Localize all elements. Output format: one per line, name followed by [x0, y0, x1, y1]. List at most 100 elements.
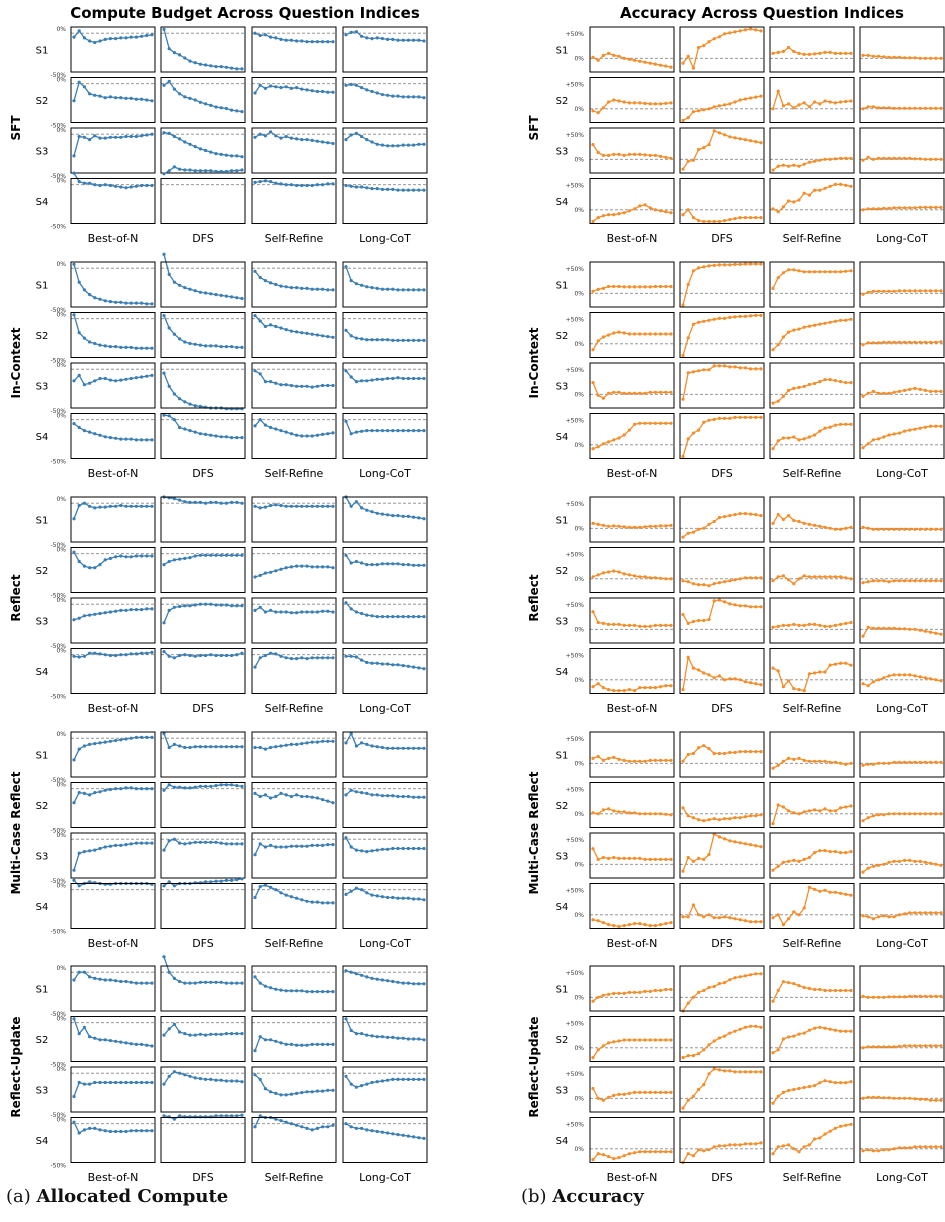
- data-point: [702, 420, 706, 424]
- data-point: [224, 653, 228, 658]
- ytick-label: +50%: [566, 132, 585, 139]
- data-point: [897, 55, 902, 59]
- subplot-frame: [160, 178, 246, 224]
- data-point: [422, 429, 426, 433]
- data-point: [289, 895, 293, 899]
- data-point: [887, 580, 891, 584]
- data-point: [723, 219, 727, 223]
- data-point: [818, 809, 822, 813]
- data-point: [224, 345, 228, 349]
- data-point: [691, 370, 696, 374]
- data-point: [877, 54, 881, 58]
- data-point: [892, 289, 896, 293]
- data-point: [224, 878, 228, 883]
- data-point: [771, 286, 775, 290]
- data-point: [892, 1096, 896, 1100]
- data-point: [664, 684, 668, 688]
- data-point: [77, 80, 81, 84]
- data-point: [776, 513, 780, 517]
- data-point: [818, 987, 822, 992]
- data-point: [781, 805, 786, 809]
- data-point: [776, 669, 780, 673]
- data-point: [214, 980, 218, 984]
- data-point: [214, 105, 218, 109]
- data-point: [929, 106, 933, 110]
- data-point: [591, 756, 595, 761]
- data-point: [607, 1095, 611, 1099]
- data-point: [140, 651, 144, 655]
- data-point: [669, 523, 673, 528]
- data-point: [326, 432, 330, 436]
- series-line-reflect-update-s4-dfs: [682, 1142, 762, 1163]
- data-point: [633, 1038, 637, 1042]
- data-point: [124, 1080, 128, 1085]
- ytick-label: 0%: [574, 626, 584, 633]
- data-point: [882, 914, 886, 918]
- data-point: [596, 216, 600, 220]
- data-point: [198, 653, 202, 658]
- data-point: [140, 301, 144, 305]
- data-point: [129, 1042, 133, 1046]
- series-line-reflect-update-s2-dfs: [682, 1025, 762, 1059]
- data-point: [617, 1039, 621, 1043]
- data-point: [386, 895, 390, 900]
- data-point: [300, 138, 304, 142]
- data-point: [653, 857, 658, 862]
- data-point: [733, 415, 737, 419]
- data-point: [839, 270, 843, 274]
- data-point: [622, 525, 626, 529]
- data-point: [219, 745, 223, 749]
- data-point: [733, 603, 737, 607]
- data-point: [167, 79, 171, 83]
- data-point: [908, 289, 912, 293]
- data-point: [913, 760, 917, 764]
- data-point: [344, 265, 348, 269]
- data-point: [861, 446, 865, 450]
- series-line-reflect-s2-self-refine: [772, 575, 852, 585]
- data-point: [401, 429, 405, 433]
- data-point: [828, 850, 832, 854]
- data-point: [114, 609, 118, 613]
- data-point: [284, 183, 288, 187]
- data-point: [183, 1073, 187, 1077]
- data-point: [897, 627, 902, 631]
- data-point: [321, 565, 325, 569]
- data-point: [638, 812, 642, 816]
- data-point: [305, 564, 309, 568]
- data-point: [749, 681, 753, 685]
- accuracy-chart-title: Accuracy Across Question Indices: [620, 4, 904, 22]
- data-point: [422, 1038, 426, 1042]
- subplot-frame: [769, 1066, 855, 1113]
- data-point: [188, 287, 192, 291]
- data-point: [849, 663, 853, 667]
- data-point: [918, 760, 922, 764]
- data-point: [422, 1077, 426, 1081]
- data-point: [659, 623, 663, 628]
- data-point: [269, 84, 273, 88]
- data-point: [882, 1045, 886, 1049]
- data-point: [833, 1028, 838, 1032]
- data-point: [396, 376, 400, 380]
- data-point: [230, 553, 234, 557]
- data-point: [380, 895, 384, 899]
- series-line-reflect-update-s3-dfs: [682, 1068, 761, 1109]
- data-point: [633, 574, 637, 578]
- data-point: [934, 579, 938, 583]
- data-point: [877, 437, 881, 441]
- data-point: [119, 36, 123, 40]
- data-point: [749, 314, 753, 318]
- subplot-frame: [769, 413, 855, 459]
- data-point: [839, 1081, 843, 1085]
- data-point: [787, 102, 791, 106]
- data-point: [797, 438, 801, 442]
- data-point: [253, 1049, 257, 1053]
- data-point: [754, 1070, 758, 1074]
- data-point: [813, 575, 817, 579]
- data-point: [422, 667, 426, 671]
- data-point: [828, 575, 832, 579]
- data-point: [669, 577, 673, 581]
- accuracy-method-label-best-of-n: Best-of-N: [607, 1171, 658, 1184]
- ytick-label: 0%: [56, 597, 66, 604]
- data-point: [129, 185, 133, 189]
- data-point: [370, 793, 374, 797]
